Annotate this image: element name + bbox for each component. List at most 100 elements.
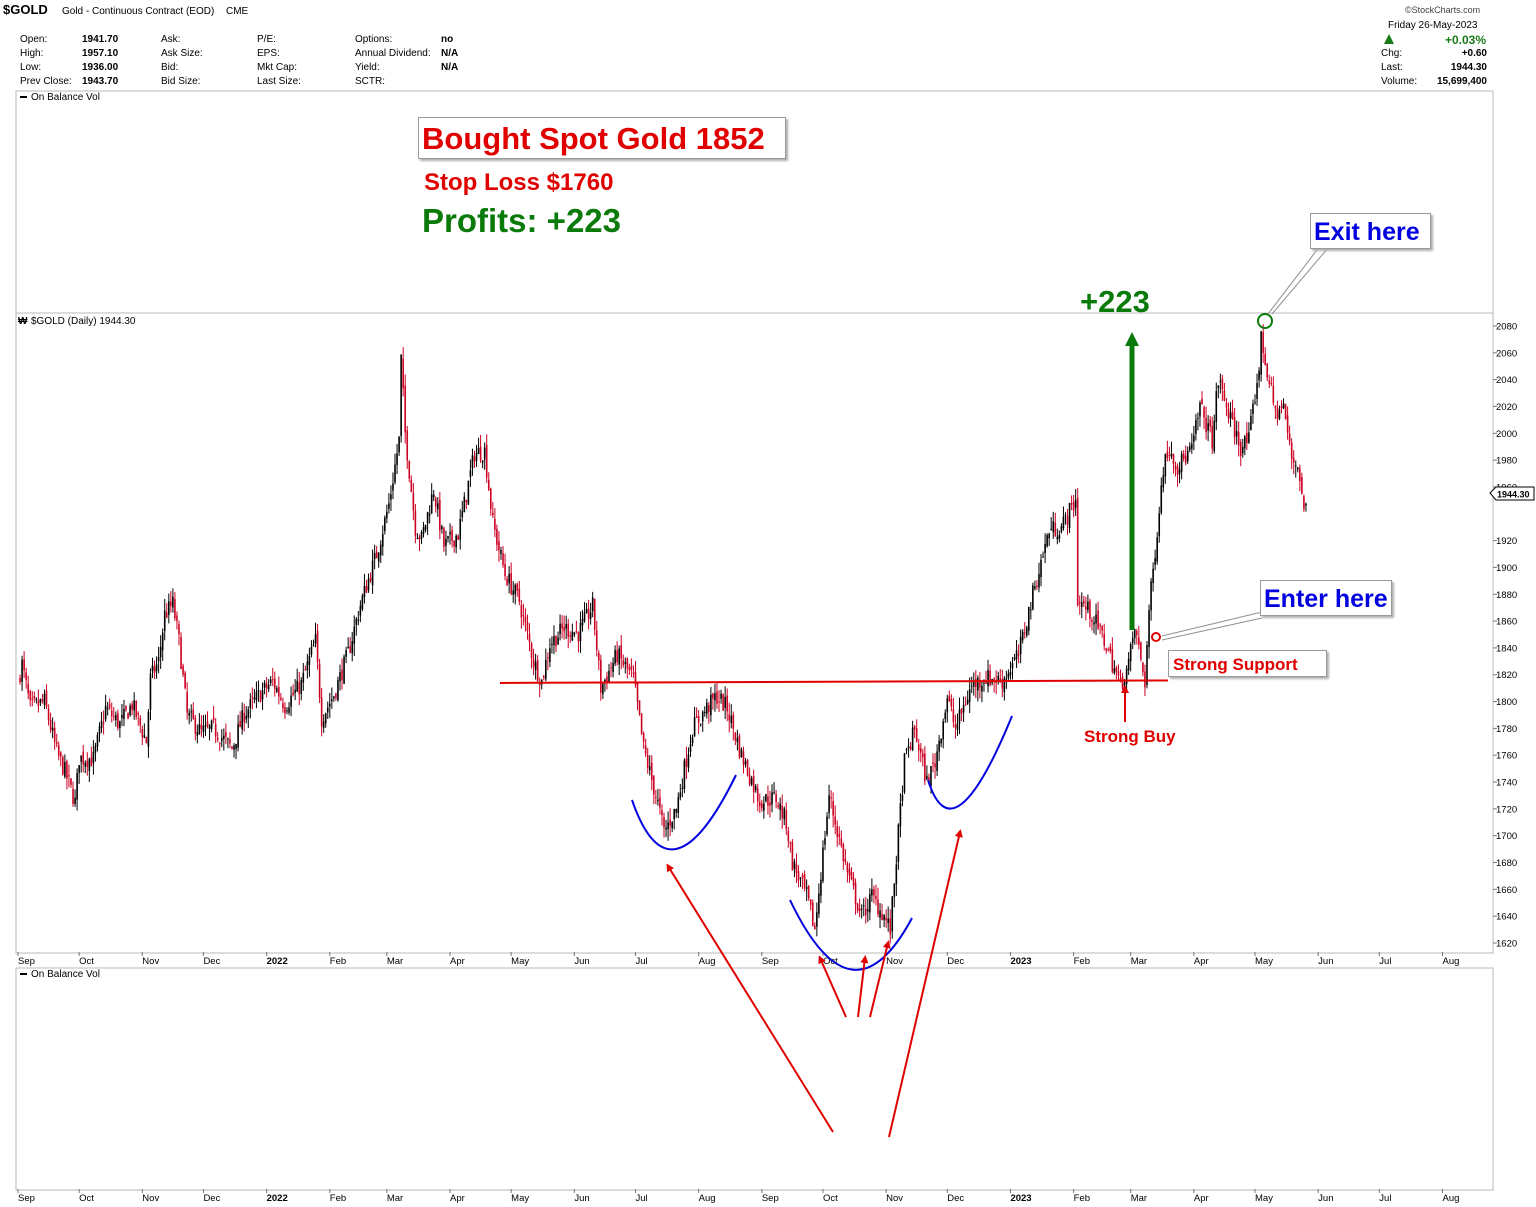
header-row: Last: 1944.30 bbox=[1381, 61, 1487, 75]
candle-body bbox=[1070, 502, 1073, 505]
candle-body bbox=[159, 646, 162, 658]
candle-body bbox=[683, 760, 686, 789]
x-tick-label: Apr bbox=[1194, 956, 1209, 967]
candle-body bbox=[864, 908, 867, 916]
candle-body bbox=[110, 710, 113, 717]
candle-body bbox=[510, 573, 512, 594]
candle-body bbox=[632, 672, 635, 674]
candle-body bbox=[367, 578, 370, 591]
candle-body bbox=[198, 724, 201, 735]
candle-body bbox=[1260, 331, 1262, 375]
x-tick-label: Jun bbox=[574, 956, 589, 967]
candle-body bbox=[526, 622, 529, 632]
candle-body bbox=[1203, 407, 1205, 418]
candle-body bbox=[233, 745, 235, 750]
candle-body bbox=[547, 657, 549, 659]
candle-body bbox=[361, 595, 364, 609]
candle-body bbox=[822, 847, 824, 882]
candle-body bbox=[814, 925, 816, 930]
candle-body bbox=[730, 715, 733, 724]
candle-body bbox=[622, 660, 625, 666]
candle-body bbox=[39, 699, 42, 703]
candle-body bbox=[1213, 421, 1216, 452]
candle-body bbox=[1223, 390, 1226, 401]
x-tick-label: Oct bbox=[79, 956, 94, 967]
candle-body bbox=[1237, 432, 1240, 446]
y-tick-label: 1820 bbox=[1496, 670, 1517, 681]
candle-body bbox=[441, 526, 443, 529]
candle-body bbox=[832, 800, 834, 816]
candle-body bbox=[210, 720, 213, 730]
candle-body bbox=[881, 914, 883, 921]
candle-body bbox=[581, 618, 584, 626]
candle-body bbox=[820, 879, 822, 896]
candle-body bbox=[37, 700, 40, 706]
candle-body bbox=[396, 453, 398, 465]
candle-body bbox=[657, 799, 659, 802]
y-tick-label: 1880 bbox=[1496, 590, 1517, 601]
candle-body bbox=[359, 605, 362, 616]
candle-body bbox=[779, 803, 781, 810]
candle-body bbox=[394, 464, 396, 483]
enter-leader bbox=[1161, 617, 1263, 641]
candle-body bbox=[125, 705, 127, 711]
header-row: Ask: bbox=[161, 33, 241, 47]
header-row: Yield: N/A bbox=[355, 61, 465, 75]
candle-body bbox=[339, 672, 341, 682]
candle-body bbox=[290, 695, 292, 707]
y-tick-label: 1980 bbox=[1496, 456, 1517, 467]
header-row: Last Size: bbox=[257, 75, 337, 89]
header-row: Low: 1936.00 bbox=[20, 61, 135, 75]
candle-body bbox=[310, 646, 313, 655]
candle-body bbox=[909, 746, 912, 749]
header-row: Volume: 15,699,400 bbox=[1381, 75, 1487, 89]
candle-body bbox=[1172, 453, 1175, 465]
candle-body bbox=[907, 746, 910, 749]
candle-body bbox=[459, 518, 462, 540]
candle-body bbox=[27, 683, 29, 694]
header-label: Chg: bbox=[1381, 48, 1403, 59]
candle-body bbox=[1303, 496, 1305, 509]
candle-body bbox=[200, 724, 203, 729]
candle-body bbox=[542, 675, 545, 678]
candle-body bbox=[1166, 451, 1169, 458]
candle-body bbox=[746, 759, 749, 776]
candle-body bbox=[1056, 536, 1059, 540]
header-value: 1943.70 bbox=[82, 76, 119, 87]
x-tick-label: Apr bbox=[1194, 1193, 1209, 1204]
candle-body bbox=[461, 511, 464, 518]
candle-body bbox=[573, 632, 576, 635]
candle-body bbox=[353, 626, 356, 644]
candle-body bbox=[665, 827, 667, 830]
candle-body bbox=[848, 868, 851, 876]
candle-body bbox=[106, 707, 109, 709]
candle-body bbox=[119, 721, 121, 729]
candle-body bbox=[1182, 453, 1185, 459]
candle-body bbox=[1205, 417, 1207, 432]
x-tick-label: Dec bbox=[203, 956, 220, 967]
candle-body bbox=[738, 735, 741, 757]
x-tick-label: Aug bbox=[699, 956, 716, 967]
candle-body bbox=[671, 822, 673, 828]
candle-body bbox=[777, 805, 779, 807]
header-label: Annual Dividend: bbox=[355, 48, 431, 59]
candle-body bbox=[1168, 454, 1171, 456]
candle-body bbox=[844, 858, 847, 863]
candle-body bbox=[467, 480, 470, 505]
candle-body bbox=[630, 665, 633, 670]
candle-body bbox=[1042, 556, 1044, 558]
candle-body bbox=[333, 696, 335, 699]
x-tick-label: Jul bbox=[635, 1193, 647, 1204]
candle-body bbox=[673, 809, 676, 820]
candle-body bbox=[689, 743, 692, 752]
options-block: Options: no Annual Dividend: N/A Yield: N/A SC… bbox=[355, 33, 465, 89]
x-tick-label: May bbox=[511, 1193, 529, 1204]
candle-body bbox=[836, 826, 839, 837]
candle-body bbox=[981, 685, 983, 692]
date-label: Friday 26-May-2023 bbox=[1388, 20, 1478, 31]
candle-body bbox=[1129, 644, 1132, 662]
candle-body bbox=[1201, 398, 1203, 405]
candle-body bbox=[769, 802, 771, 806]
y-tick-label: 2000 bbox=[1496, 429, 1517, 440]
x-tick-label: Jun bbox=[1318, 956, 1333, 967]
